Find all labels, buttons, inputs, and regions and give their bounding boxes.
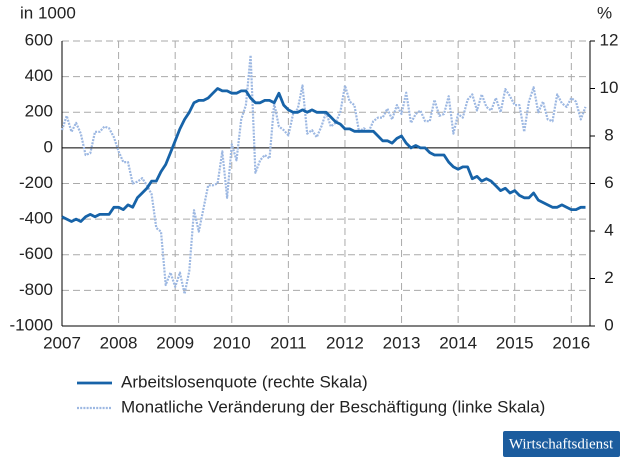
x-tick-label: 2014	[439, 333, 477, 352]
y-tick-label: -800	[19, 280, 53, 299]
y2-tick-label: 2	[604, 268, 613, 287]
x-tick-label: 2008	[100, 333, 138, 352]
y2-tick-label: 4	[604, 220, 613, 239]
x-tick-label: 2016	[552, 333, 590, 352]
series-line	[61, 87, 586, 223]
y-tick-label: 600	[25, 30, 53, 49]
y2-tick-label: 10	[600, 78, 619, 97]
x-tick-label: 2007	[43, 333, 81, 352]
y-axis-label: in 1000	[20, 3, 76, 22]
y-tick-label: -600	[19, 244, 53, 263]
source-badge	[503, 431, 620, 457]
series-line	[60, 54, 587, 295]
legend-label: Monatliche Veränderung der Beschäftigung…	[121, 397, 545, 416]
x-tick-label: 2012	[326, 333, 364, 352]
legend-label: Arbeitslosenquote (rechte Skala)	[121, 372, 368, 391]
y2-tick-label: 0	[604, 315, 613, 334]
x-tick-label: 2009	[156, 333, 194, 352]
y2-axis-label: %	[597, 3, 612, 22]
y-tick-label: -1000	[10, 315, 53, 334]
y-tick-label: 200	[25, 102, 53, 121]
y2-tick-label: 12	[600, 30, 619, 49]
y-tick-label: 0	[44, 137, 53, 156]
y-tick-label: -200	[19, 173, 53, 192]
y2-tick-label: 8	[604, 125, 613, 144]
x-tick-label: 2010	[213, 333, 251, 352]
y-tick-label: -400	[19, 209, 53, 228]
source: Wirtschaftsdienst	[509, 436, 614, 452]
y-tick-label: 400	[25, 66, 53, 85]
x-tick-label: 2011	[270, 333, 307, 352]
y2-tick-label: 6	[604, 173, 613, 192]
x-tick-label: 2013	[383, 333, 421, 352]
x-tick-label: 2015	[496, 333, 534, 352]
